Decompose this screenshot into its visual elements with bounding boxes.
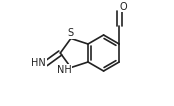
Text: S: S bbox=[68, 28, 74, 38]
Text: NH: NH bbox=[57, 65, 71, 75]
Text: O: O bbox=[119, 2, 127, 12]
Text: HN: HN bbox=[31, 58, 46, 68]
